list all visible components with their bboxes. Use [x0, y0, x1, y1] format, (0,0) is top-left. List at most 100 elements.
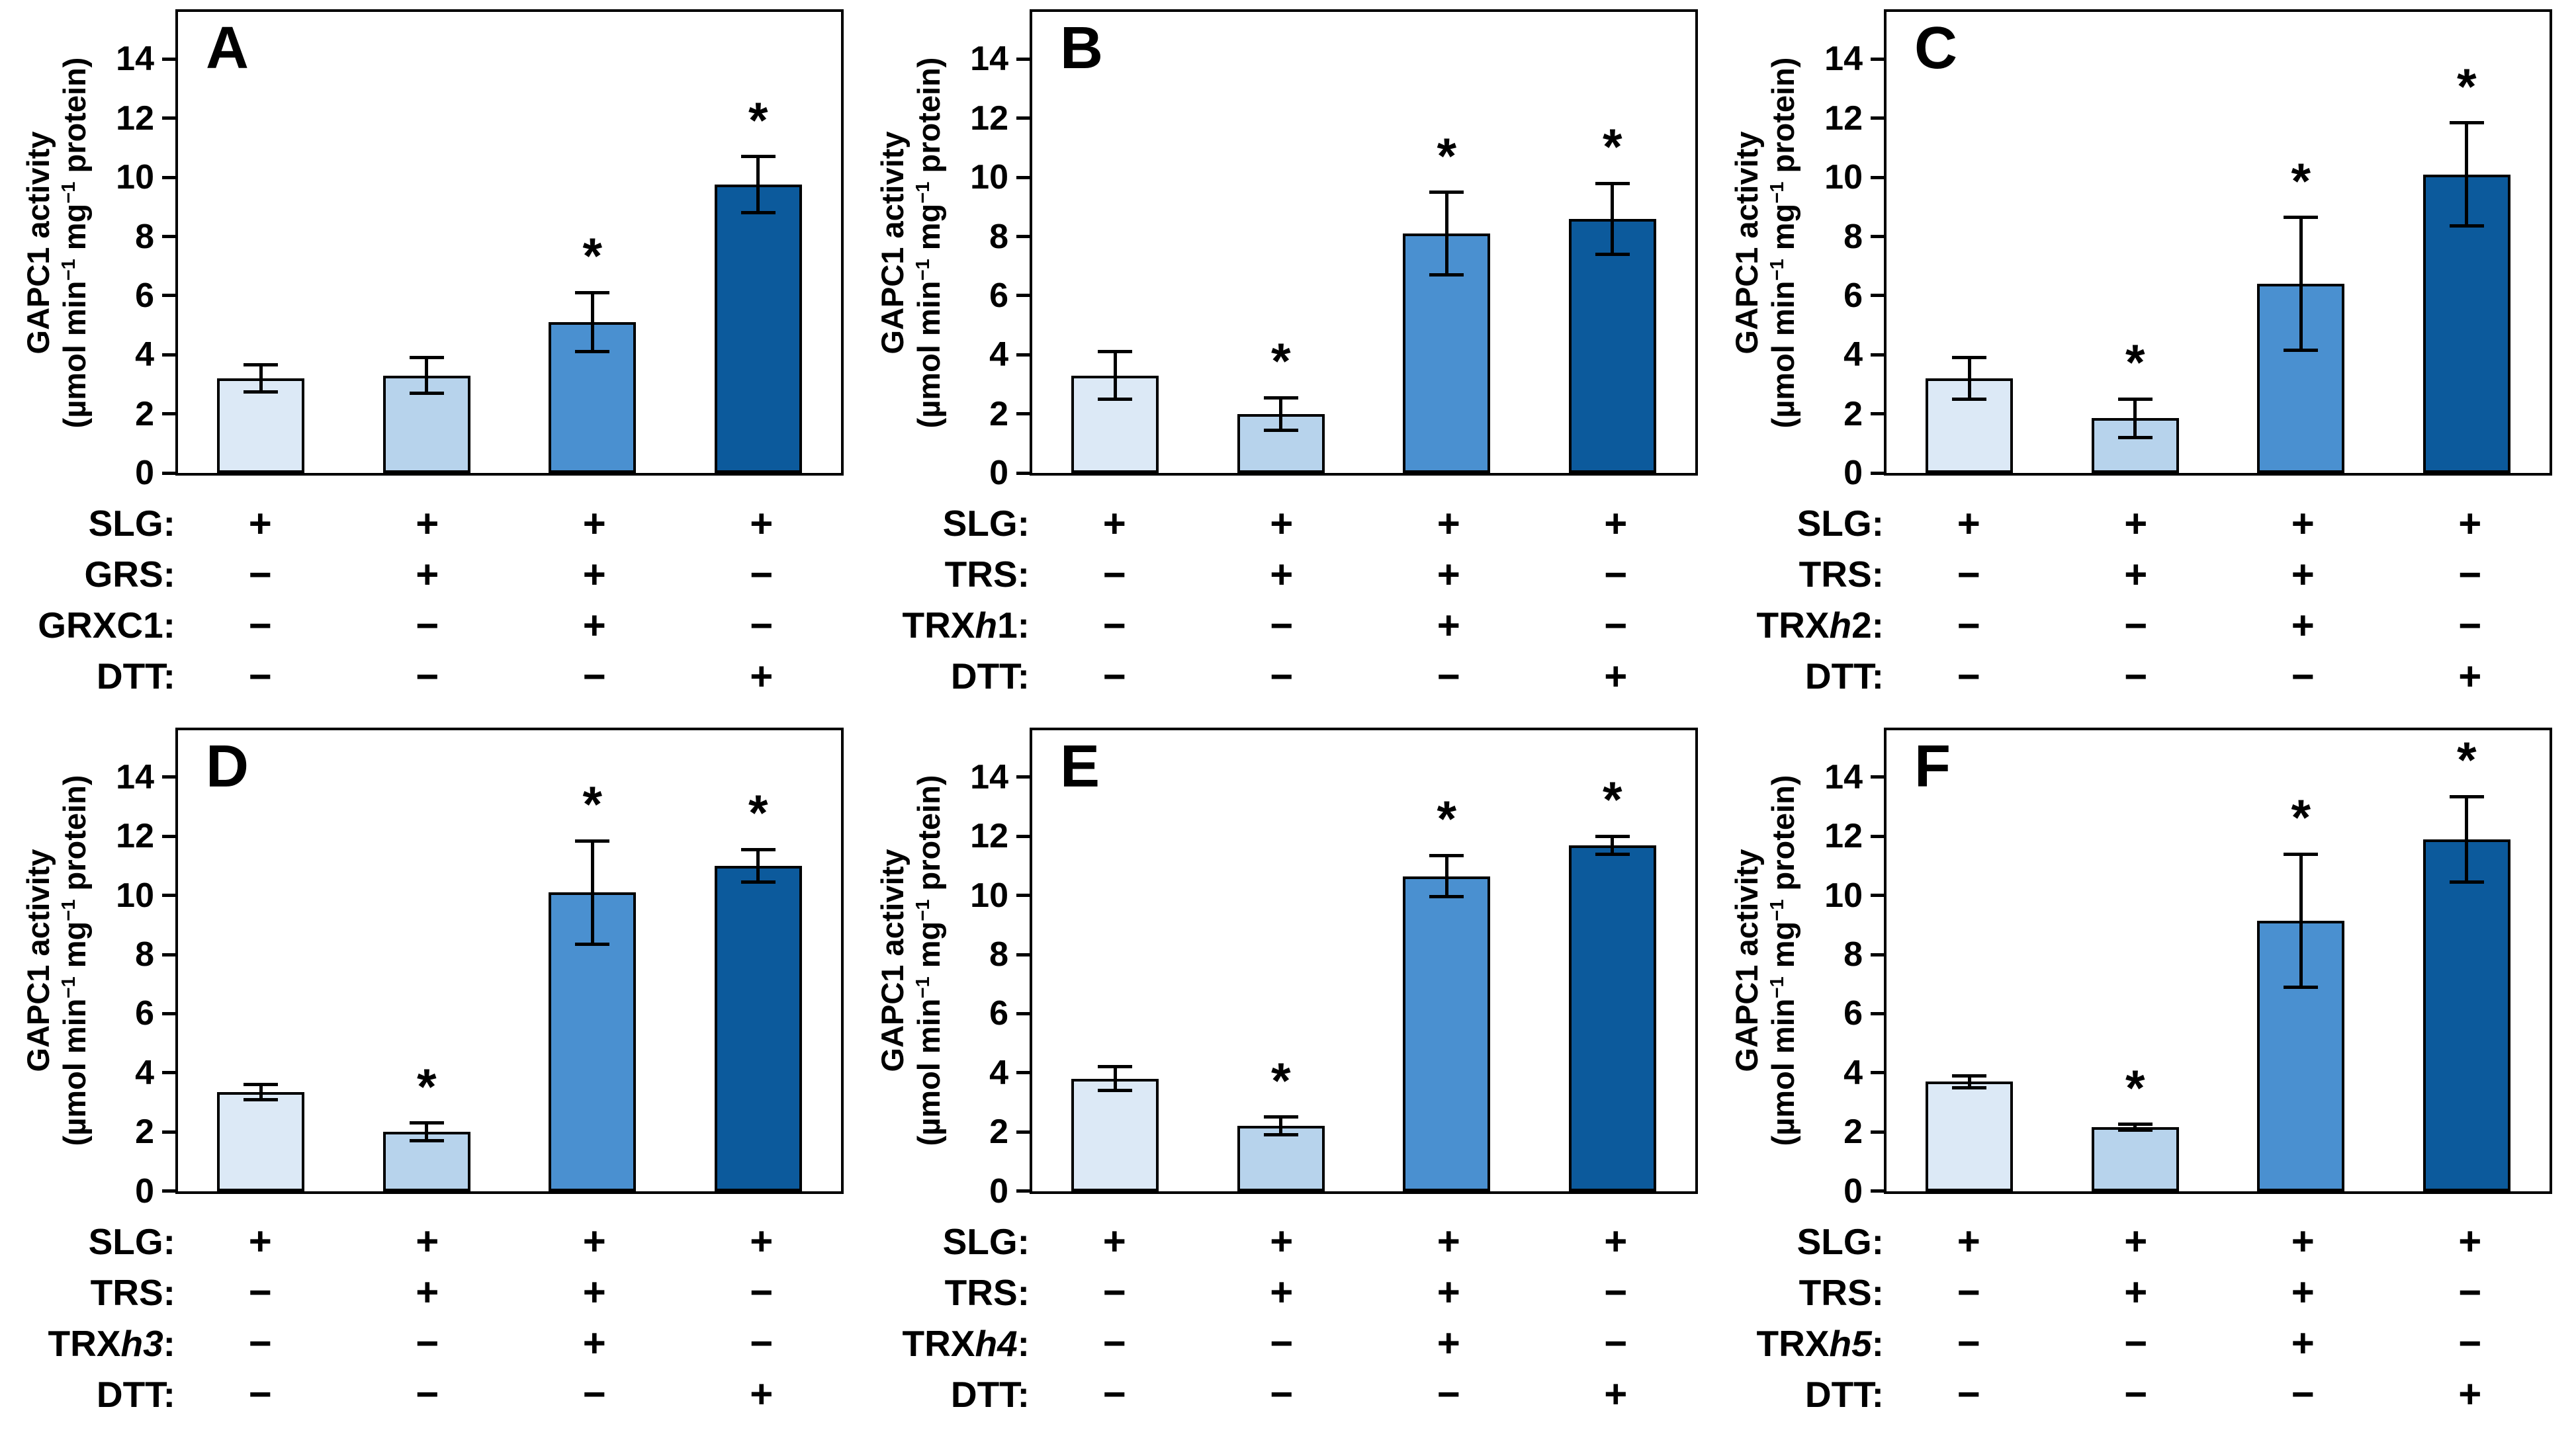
significance-star: *: [582, 228, 603, 285]
y-tick-label: 8: [989, 217, 1008, 256]
y-axis-label-text: GAPC1 activity (µmol min−1 mg−1 protein): [7, 9, 106, 476]
error-bar: [2465, 796, 2469, 882]
y-tick-label: 2: [135, 1113, 154, 1152]
y-axis-label: GAPC1 activity (µmol min−1 mg−1 protein): [861, 9, 960, 476]
y-tick-mark: [1871, 294, 1884, 298]
treatment-label: GRXC1:: [7, 607, 175, 644]
treatment-label-segment: TRS:: [1799, 554, 1884, 595]
treatment-sign: −: [416, 654, 439, 699]
treatment-sign: +: [582, 1321, 606, 1365]
unit-superscript: −1: [912, 258, 934, 281]
error-bar: [590, 292, 594, 352]
panel-letter: E: [1060, 733, 1100, 800]
treatment-label: DTT:: [1715, 658, 1884, 695]
y-axis-label-text: GAPC1 activity (µmol min−1 mg−1 protein): [861, 728, 960, 1194]
chart-area: GAPC1 activity (µmol min−1 mg−1 protein) 0…: [861, 9, 1714, 490]
error-bar-cap-top: [1429, 191, 1464, 194]
treatment-sign: −: [750, 603, 774, 648]
chart-area: GAPC1 activity (µmol min−1 mg−1 protein) 0…: [7, 9, 860, 490]
error-bar-cap-bottom: [244, 390, 279, 394]
y-axis-label-line2: (µmol min−1 mg−1 protein): [56, 9, 93, 476]
treatment-row: TRS: − + + −: [861, 1267, 1714, 1318]
y-tick-mark: [1871, 471, 1884, 475]
treatment-row: GRXC1: − − + −: [7, 600, 860, 651]
y-tick-label: 14: [1824, 40, 1863, 79]
y-tick-label: 14: [116, 40, 154, 79]
y-tick-label: 6: [1843, 276, 1863, 315]
significance-star: *: [582, 777, 603, 833]
unit-text: mg: [911, 921, 946, 977]
error-bar-cap-bottom: [409, 391, 444, 395]
treatment-rows: SLG: + + + + TRS: − + + − TRXh4: − − + − DTT: − − − +: [861, 1216, 1714, 1420]
treatment-sign: −: [248, 1372, 272, 1416]
treatment-sign: −: [582, 654, 606, 699]
treatment-row: TRXh1: − − + −: [861, 600, 1714, 651]
unit-text: (µmol min: [911, 280, 946, 428]
treatment-sign: −: [1957, 1372, 1980, 1416]
error-bar-cap-bottom: [2284, 985, 2319, 989]
y-axis-label: GAPC1 activity (µmol min−1 mg−1 protein): [7, 9, 106, 476]
treatment-label-segment: DTT:: [1804, 656, 1884, 697]
error-bar: [1113, 351, 1117, 400]
treatment-sign: +: [2291, 552, 2315, 597]
y-axis-label-line2: (µmol min−1 mg−1 protein): [1765, 9, 1801, 476]
treatment-sign: +: [582, 1219, 606, 1263]
y-tick-mark: [162, 175, 175, 179]
treatment-sign: −: [416, 1372, 439, 1416]
y-tick-label: 6: [989, 994, 1008, 1033]
error-bar-cap-bottom: [1098, 1089, 1133, 1093]
y-tick-mark: [1016, 894, 1030, 898]
y-axis-label-line2: (µmol min−1 mg−1 protein): [910, 728, 947, 1194]
treatment-label-segment: SLG:: [88, 1220, 175, 1262]
y-axis-label: GAPC1 activity (µmol min−1 mg−1 protein): [1715, 9, 1814, 476]
panel-letter: B: [1060, 15, 1103, 81]
treatment-label: SLG:: [7, 505, 175, 542]
treatment-label: DTT:: [7, 658, 175, 695]
treatment-sign: −: [750, 1321, 774, 1365]
treatment-sign: −: [1102, 1270, 1126, 1314]
y-axis-label-text: GAPC1 activity (µmol min−1 mg−1 protein): [7, 728, 106, 1194]
treatment-row: DTT: − − − +: [7, 651, 860, 702]
treatment-row: SLG: + + + +: [7, 1216, 860, 1267]
treatment-label: SLG:: [861, 1223, 1030, 1260]
error-bar-cap-bottom: [2117, 1128, 2153, 1132]
y-tick-mark: [1871, 412, 1884, 416]
treatment-sign: +: [416, 501, 439, 546]
treatment-sign: +: [2291, 603, 2315, 648]
panel-e: GAPC1 activity (µmol min−1 mg−1 protein) 0…: [860, 724, 1714, 1442]
treatment-sign: +: [582, 501, 606, 546]
treatment-rows: SLG: + + + + TRS: − + + − TRXh5: − − + − DTT: − − − +: [1715, 1216, 2568, 1420]
treatment-sign: −: [1270, 1321, 1294, 1365]
treatment-sign: −: [1604, 1270, 1628, 1314]
y-tick-label: 12: [970, 817, 1008, 856]
y-tick-label: 12: [1824, 99, 1863, 138]
treatment-label-segment: DTT:: [950, 656, 1030, 697]
error-bar-cap-bottom: [575, 350, 610, 354]
treatment-sign: −: [1957, 654, 1980, 699]
treatment-label-segment: DTT:: [1804, 1373, 1884, 1415]
treatment-sign: −: [1957, 552, 1980, 597]
treatment-sign: +: [750, 1372, 774, 1416]
y-tick-mark: [1016, 57, 1030, 61]
y-tick-mark: [1016, 353, 1030, 357]
treatment-sign: +: [1270, 1270, 1294, 1314]
treatment-sign: +: [1437, 1219, 1460, 1263]
y-tick-mark: [162, 294, 175, 298]
y-tick-label: 12: [116, 817, 154, 856]
treatment-sign: −: [248, 1270, 272, 1314]
treatment-label-segment: TRX: [902, 1322, 975, 1364]
y-tick-mark: [1016, 1011, 1030, 1015]
y-tick-mark: [162, 1130, 175, 1134]
treatment-label: SLG:: [1715, 1223, 1884, 1260]
error-bar-cap-top: [1263, 1115, 1298, 1119]
treatment-sign: −: [1270, 654, 1294, 699]
y-tick-label: 14: [970, 757, 1008, 796]
treatment-sign: +: [582, 603, 606, 648]
y-tick-label: 6: [1843, 994, 1863, 1033]
y-tick-label: 12: [1824, 817, 1863, 856]
treatment-label-segment: h3: [120, 1322, 163, 1364]
panel-letter: A: [206, 15, 249, 81]
treatment-sign: −: [416, 1321, 439, 1365]
treatment-label-segment: h5: [1829, 1322, 1872, 1364]
